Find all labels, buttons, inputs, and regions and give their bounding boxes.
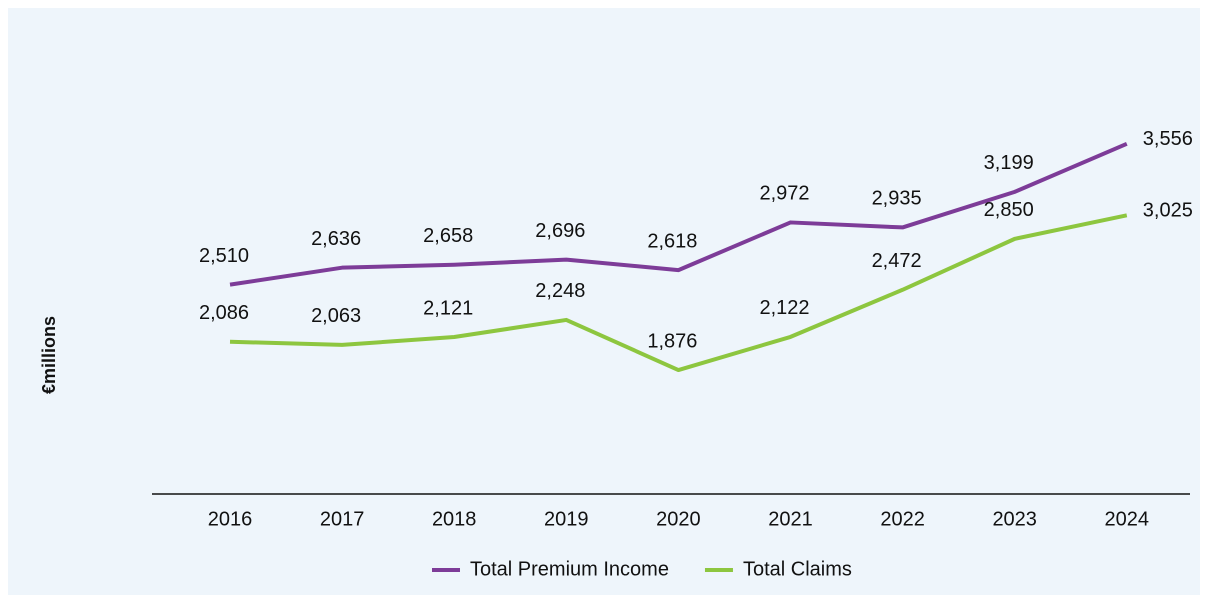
x-tick-label: 2021 — [768, 508, 813, 530]
data-label: 2,972 — [759, 183, 809, 205]
data-label: 2,472 — [872, 250, 922, 272]
data-label: 2,248 — [535, 280, 585, 302]
x-tick-label: 2023 — [992, 508, 1037, 530]
data-label: 2,510 — [199, 245, 249, 267]
data-label: 2,658 — [423, 225, 473, 247]
x-tick-label: 2022 — [880, 508, 925, 530]
x-tick-label: 2024 — [1105, 508, 1150, 530]
data-label: 2,063 — [311, 305, 361, 327]
legend-label: Total Premium Income — [470, 558, 669, 580]
legend-label: Total Claims — [743, 558, 852, 580]
line-series — [229, 213, 1128, 373]
x-tick-label: 2016 — [208, 508, 253, 530]
line-series — [229, 141, 1128, 287]
data-label: 2,618 — [647, 230, 697, 252]
chart-background — [8, 8, 1200, 595]
x-tick-label: 2017 — [320, 508, 365, 530]
data-label: 2,636 — [311, 228, 361, 250]
data-label: 2,696 — [535, 220, 585, 242]
data-label: 2,850 — [984, 199, 1034, 221]
data-label: 1,876 — [647, 330, 697, 352]
x-tick-label: 2020 — [656, 508, 701, 530]
data-label: 2,086 — [199, 302, 249, 324]
data-label: 3,199 — [984, 152, 1034, 174]
data-label: 3,025 — [1143, 200, 1193, 222]
data-label: 2,121 — [423, 297, 473, 319]
x-tick-label: 2019 — [544, 508, 589, 530]
data-label: 2,122 — [759, 297, 809, 319]
y-axis-label: €millions — [39, 316, 59, 394]
data-label: 2,935 — [872, 188, 922, 210]
x-tick-label: 2018 — [432, 508, 477, 530]
data-label: 3,556 — [1143, 128, 1193, 150]
